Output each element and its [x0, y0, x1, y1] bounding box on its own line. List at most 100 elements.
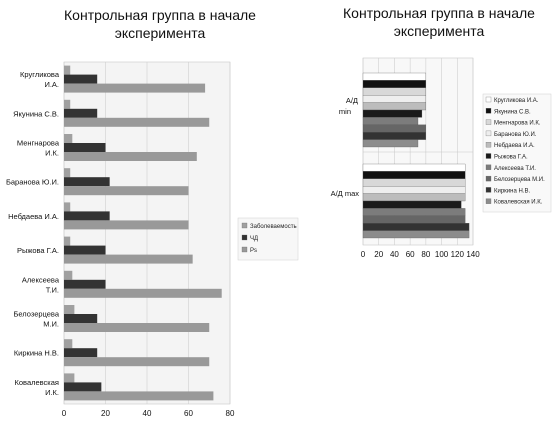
x-tick-label: 0	[62, 409, 67, 418]
bar	[362, 95, 427, 103]
legend-swatch	[241, 246, 248, 253]
legend-swatch	[485, 175, 492, 182]
legend	[237, 217, 299, 261]
bar	[64, 152, 197, 161]
x-tick-label: 60	[406, 250, 415, 259]
bar	[362, 186, 466, 194]
bar	[64, 391, 214, 401]
bar	[362, 72, 427, 81]
category-label: Киркина Н.В.	[14, 349, 59, 358]
legend-swatch	[485, 96, 492, 103]
bar	[362, 171, 466, 179]
legend	[482, 93, 552, 213]
bar	[64, 236, 71, 246]
bar	[64, 245, 106, 255]
category-label: Кругликова	[20, 70, 60, 79]
chart-title: Контрольная группа в начале эксперимента	[343, 5, 535, 39]
category-label: И.А.	[44, 80, 59, 89]
bar	[362, 208, 466, 216]
legend-swatch	[241, 222, 248, 229]
bar	[64, 270, 73, 280]
category-label: А/Д	[346, 96, 358, 105]
bar	[64, 74, 98, 84]
bar	[64, 279, 106, 289]
category-label: М.И.	[43, 320, 59, 329]
x-tick-label: 20	[374, 250, 383, 259]
legend-label: Якунина С.В.	[494, 109, 531, 115]
x-tick-label: 120	[451, 250, 465, 259]
bar	[64, 357, 210, 367]
legend-swatch	[485, 130, 492, 137]
chart-title: Контрольная группа в начале эксперимента	[64, 7, 256, 41]
bar	[362, 200, 462, 209]
legend-label: Алексеева Т.И.	[494, 166, 536, 172]
x-tick-label: 0	[361, 250, 366, 259]
bar	[362, 117, 419, 125]
legend-label: Киркина Н.В.	[494, 188, 530, 194]
legend-swatch	[485, 198, 492, 204]
legend-label: Менгнарова И.К.	[494, 121, 541, 127]
legend-label: Рs	[250, 248, 257, 254]
bar	[362, 87, 427, 96]
bar	[64, 99, 71, 109]
bar	[64, 305, 75, 314]
bar	[64, 186, 189, 196]
bar	[362, 178, 466, 187]
legend-label: Небдаева И.А.	[494, 143, 535, 149]
bar	[64, 323, 210, 332]
category-label: Белозерцева	[13, 310, 59, 319]
bar	[362, 124, 427, 133]
category-label: Алексеева	[22, 275, 60, 284]
x-tick-label: 40	[143, 409, 152, 418]
legend-swatch	[485, 164, 492, 170]
bar	[362, 132, 427, 140]
legend-label: ЧД	[250, 236, 258, 242]
bar	[362, 230, 470, 239]
bar	[64, 83, 206, 93]
bar	[64, 202, 71, 212]
bar	[64, 134, 73, 143]
x-tick-label: 80	[226, 409, 235, 418]
bar	[64, 288, 222, 298]
bar	[64, 314, 98, 323]
category-label: Ковалевская	[15, 378, 60, 387]
legend-swatch	[485, 153, 492, 159]
category-label: И.К.	[45, 149, 59, 158]
bar	[64, 339, 73, 349]
legend-label: Рыжова Г.А.	[494, 155, 528, 161]
x-tick-label: 100	[435, 250, 449, 259]
category-label: Рыжова Г.А.	[17, 246, 59, 255]
bar	[64, 117, 210, 127]
legend-label: Ковалевская И.К.	[494, 200, 543, 206]
legend-label: Белозерцева М.И.	[494, 177, 545, 183]
bar	[64, 373, 75, 383]
bar	[64, 348, 98, 358]
x-tick-label: 80	[421, 250, 430, 259]
chart-left: Контрольная группа в начале эксперимента…	[6, 7, 299, 418]
bar	[64, 177, 110, 187]
bar	[64, 382, 102, 392]
bar	[362, 163, 466, 172]
bar	[64, 254, 193, 264]
chart-right: Контрольная группа в начале эксперимента…	[325, 0, 553, 428]
x-tick-label: 60	[184, 409, 193, 418]
bar	[64, 108, 98, 118]
legend-swatch	[485, 187, 492, 193]
legend-swatch	[241, 234, 248, 241]
category-label: Т.И.	[46, 285, 59, 294]
legend-swatch	[485, 142, 492, 148]
chart-right-plot: А/Д min А/Д max 0 20 40 60 80 100 120 140 Кругликов…	[331, 57, 552, 259]
bar	[64, 143, 106, 152]
x-tick-label: 40	[390, 250, 399, 259]
category-label: И.К.	[45, 388, 59, 397]
legend-label: Баранова Ю.И.	[494, 132, 537, 138]
legend-label: Заболеваемость	[250, 224, 297, 230]
category-label: min	[339, 107, 351, 116]
category-label: Менгнарова	[17, 139, 60, 148]
bar	[362, 139, 419, 148]
bar	[362, 193, 466, 202]
legend-swatch	[485, 119, 492, 125]
bar	[64, 220, 189, 230]
category-label: А/Д max	[331, 189, 360, 198]
